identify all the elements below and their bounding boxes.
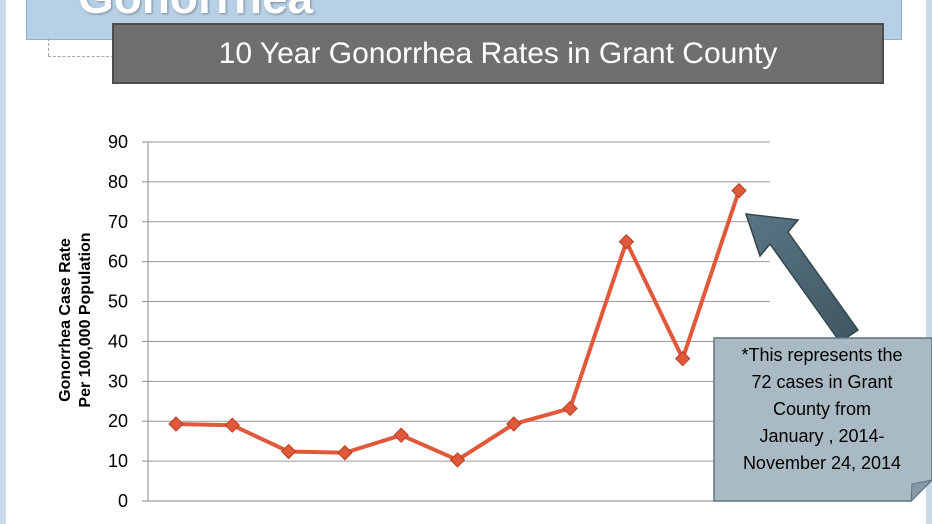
y-tick-label: 90 <box>108 132 128 152</box>
annotation-text: *This represents the 72 cases in Grant C… <box>741 345 903 473</box>
y-tick-label: 30 <box>108 371 128 391</box>
y-axis-label-line1: Gonorrhea Case Rate <box>57 238 74 402</box>
data-point-marker <box>674 350 691 367</box>
y-tick-label: 50 <box>108 292 128 312</box>
data-point-marker <box>449 452 466 468</box>
slide-header-title: Gonorrhea <box>78 0 313 24</box>
axes <box>147 142 770 502</box>
data-point-marker <box>280 443 297 460</box>
series-layer <box>168 182 747 468</box>
y-tick-label: 80 <box>108 172 128 192</box>
gridlines <box>142 141 770 502</box>
y-axis-label: Gonorrhea Case Rate Per 100,000 Populati… <box>56 232 96 407</box>
data-point-marker <box>224 417 241 433</box>
data-point-marker <box>393 427 409 443</box>
placeholder-dashed-border <box>48 38 49 56</box>
annotation-callout: *This represents the 72 cases in Grant C… <box>714 338 932 501</box>
data-point-marker <box>168 416 184 432</box>
y-tick-label: 10 <box>108 451 128 471</box>
callout-arrow <box>744 213 860 344</box>
y-tick-label: 60 <box>108 252 128 272</box>
callout-arrow-shape <box>744 213 860 344</box>
slide-left-edge <box>0 0 6 524</box>
y-axis-label-wrapper: Gonorrhea Case Rate Per 100,000 Populati… <box>46 140 106 500</box>
callout-box-folded-corner <box>910 479 932 503</box>
placeholder-dashed-border-bottom <box>48 56 114 57</box>
y-tick-label: 40 <box>108 331 128 351</box>
y-tick-label: 20 <box>108 411 128 431</box>
data-point-marker <box>506 416 522 432</box>
y-tick-label: 0 <box>118 491 128 511</box>
slide-right-edge <box>926 0 932 524</box>
callout-box-shape <box>713 337 932 503</box>
y-tick-labels: 0 10 20 30 40 50 60 70 80 90 <box>108 132 128 511</box>
data-point-marker <box>618 234 635 250</box>
y-axis-label-line2: Per 100,000 Population <box>77 232 94 408</box>
chart-title: 10 Year Gonorrhea Rates in Grant County <box>218 36 778 70</box>
data-point-marker <box>731 182 747 199</box>
y-tick-label: 70 <box>108 212 128 232</box>
series-line <box>175 190 741 462</box>
data-point-marker <box>562 400 578 417</box>
data-point-marker <box>337 445 353 461</box>
chart-title-box: 10 Year Gonorrhea Rates in Grant County <box>112 23 884 84</box>
